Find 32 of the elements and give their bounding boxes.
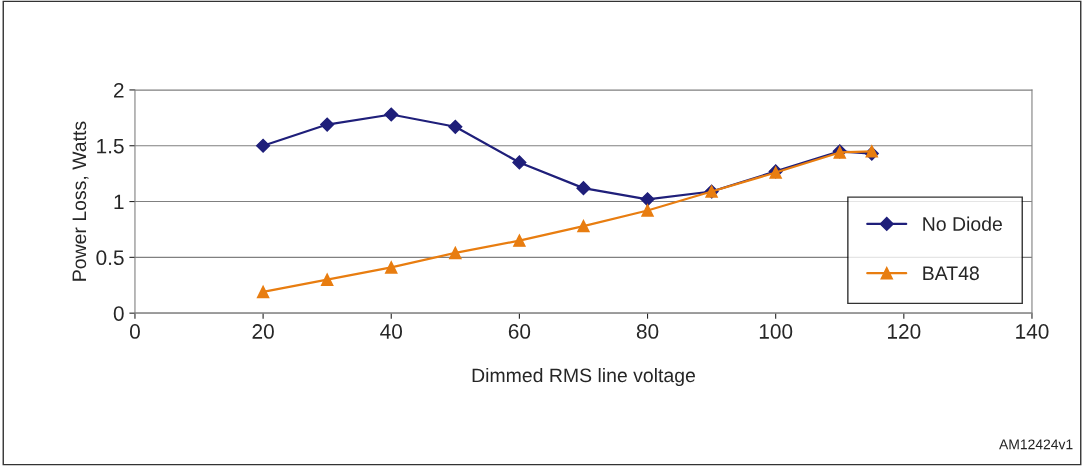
point <box>577 219 590 233</box>
y-tick-label: 0.5 <box>96 250 124 266</box>
y-tick-label: 0 <box>113 306 124 321</box>
point <box>448 119 463 134</box>
x-tick-label: 100 <box>759 324 793 339</box>
point <box>449 246 462 260</box>
legend-label: No Diode <box>923 216 1002 231</box>
x-tick-label: 60 <box>508 324 531 339</box>
x-axis-title: Dimmed RMS line voltage <box>472 367 695 387</box>
x-tick-label: 40 <box>380 324 403 339</box>
point <box>320 273 334 286</box>
x-tick-label: 120 <box>888 324 921 339</box>
y-tick-label: 2 <box>114 82 124 98</box>
legend-label: BAT48 <box>923 266 979 281</box>
point <box>576 181 591 196</box>
point <box>512 155 527 170</box>
x-tick-label: 140 <box>1016 324 1049 339</box>
x-tick-label: 0 <box>129 324 140 339</box>
point <box>256 285 270 299</box>
x-tick-label: 80 <box>636 324 659 339</box>
x-tick-label: 20 <box>252 324 274 339</box>
y-tick-label: 1.5 <box>97 138 124 154</box>
text: AM12424v1 <box>999 439 1073 450</box>
point <box>384 261 398 274</box>
point <box>640 192 655 207</box>
point <box>320 117 335 132</box>
y-axis-title: Power Loss, Watts <box>72 121 89 281</box>
point <box>513 234 526 247</box>
point <box>256 138 271 153</box>
point <box>384 107 399 122</box>
y-tick-label: 1 <box>114 194 124 210</box>
point <box>641 204 654 217</box>
